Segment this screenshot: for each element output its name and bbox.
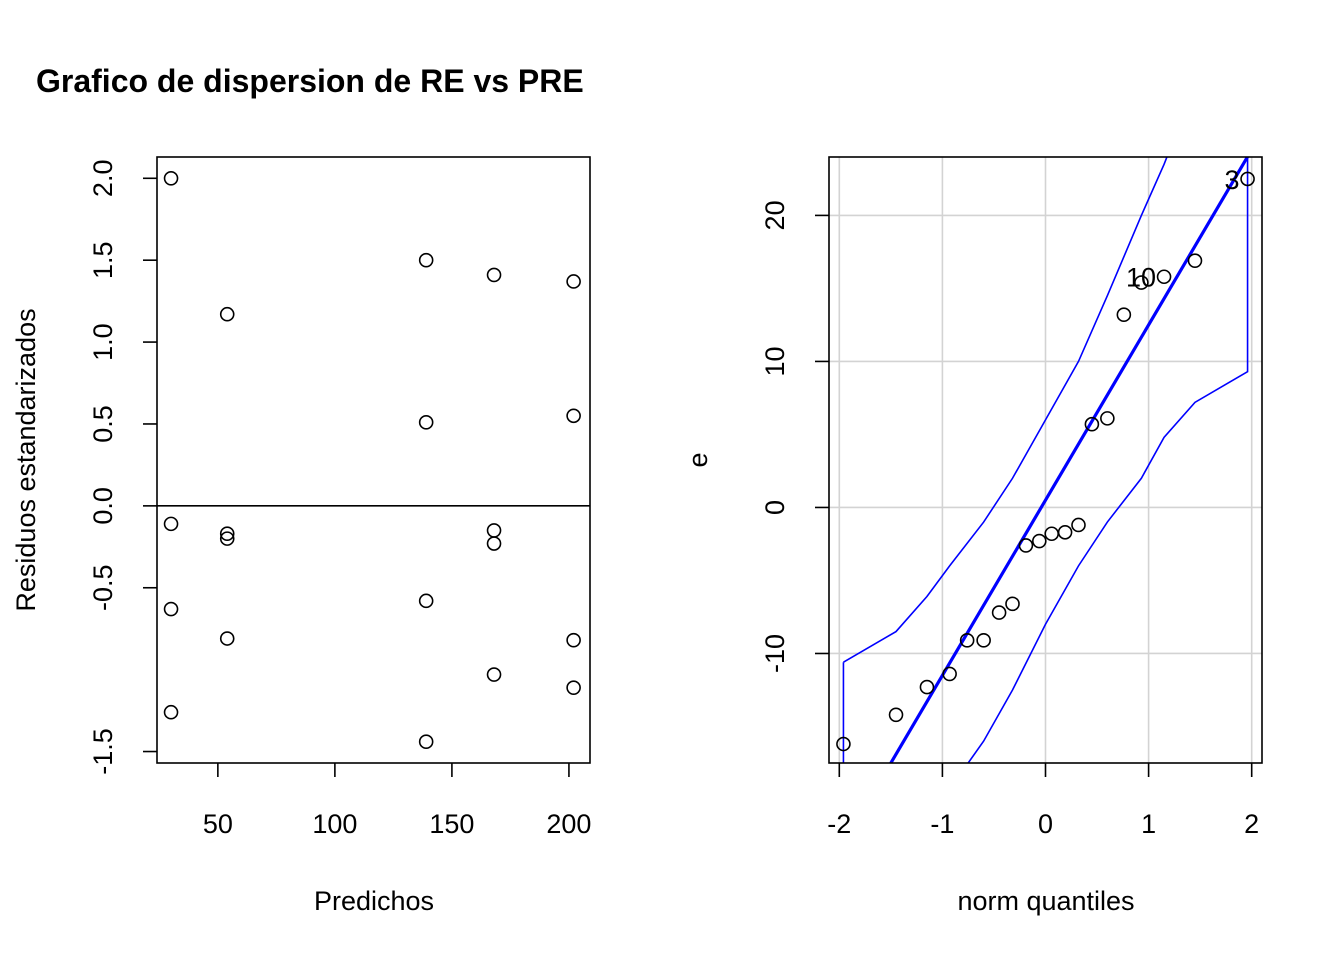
right-x-ticks: -2 -1 0 1 2: [827, 763, 1259, 839]
data-point: [219, 531, 235, 546]
data-point: [1134, 275, 1149, 290]
data-point: [1071, 517, 1086, 533]
data-point: [163, 601, 179, 617]
data-point: [959, 633, 975, 648]
data-point: [486, 523, 502, 538]
confidence-envelope-upper: [843, 157, 1168, 663]
left-x-tick-label: 50: [203, 809, 233, 839]
data-point: [418, 734, 434, 750]
left-points: [163, 170, 581, 750]
chart-title: Grafico de dispersion de RE vs PRE: [36, 63, 584, 99]
right-y-axis-label: e: [683, 452, 713, 467]
left-y-tick-label: -1.5: [88, 728, 118, 775]
data-point: [976, 633, 991, 648]
left-y-tick-label: 2.0: [88, 160, 118, 198]
data-point: [888, 707, 904, 723]
data-point: [566, 408, 581, 424]
qq-reference-line: [889, 157, 1250, 763]
right-y-ticks: -10 0 10 20: [760, 200, 829, 673]
data-point: [942, 666, 957, 682]
right-x-tick-label: 2: [1244, 809, 1259, 839]
data-point: [219, 631, 235, 646]
data-point: [1100, 411, 1115, 426]
data-point: [1044, 526, 1059, 542]
left-y-tick-label: 0.5: [88, 405, 118, 443]
left-x-axis-label: Predichos: [314, 886, 434, 916]
data-point: [418, 415, 434, 430]
data-point: [566, 632, 581, 648]
right-x-tick-label: 1: [1141, 809, 1156, 839]
data-point: [486, 536, 502, 551]
right-x-axis-label: norm quantiles: [957, 886, 1134, 916]
right-y-tick-label: 0: [760, 500, 790, 515]
data-point: [836, 736, 851, 752]
left-y-ticks: -1.5 -0.5 0.0 0.5 1.0 1.5 2.0: [88, 160, 157, 775]
data-point: [163, 704, 179, 720]
right-y-tick-label: -10: [760, 634, 790, 673]
data-point: [1187, 253, 1203, 268]
right-grid: [829, 157, 1262, 763]
left-x-tick-label: 100: [312, 809, 357, 839]
left-y-tick-label: 1.5: [88, 241, 118, 279]
right-x-tick-label: -1: [930, 809, 954, 839]
right-point-labels: 10 3: [1126, 165, 1240, 293]
data-point: [163, 516, 179, 532]
data-point: [1084, 416, 1100, 432]
confidence-envelope-lower: [967, 157, 1249, 763]
right-y-tick-label: 10: [760, 346, 790, 376]
data-point: [1032, 533, 1047, 549]
left-y-tick-label: -0.5: [88, 564, 118, 611]
data-point: [418, 252, 434, 268]
left-x-ticks: 50 100 150 200: [203, 763, 591, 839]
data-point: [418, 593, 434, 609]
right-plot-frame: [828, 156, 1263, 764]
data-point: [1116, 307, 1132, 323]
left-y-axis-label: Residuos estandarizados: [11, 308, 41, 611]
data-point: [1240, 171, 1255, 187]
data-point: [991, 605, 1007, 620]
data-point: [1057, 524, 1073, 540]
left-y-tick-label: 0.0: [88, 487, 118, 525]
right-x-tick-label: -2: [827, 809, 851, 839]
left-y-tick-label: 1.0: [88, 323, 118, 361]
data-point: [919, 679, 935, 695]
residuals-vs-predicted-panel: -1.5 -0.5 0.0 0.5 1.0 1.5 2.0 50 100 150 200 Pred…: [11, 156, 591, 916]
right-x-tick-label: 0: [1038, 809, 1053, 839]
data-point: [566, 680, 581, 695]
left-x-tick-label: 200: [546, 809, 591, 839]
right-y-tick-label: 20: [760, 200, 790, 230]
point-id-label: 10: [1126, 263, 1156, 293]
data-point: [1156, 269, 1172, 285]
data-point: [219, 306, 235, 322]
data-point: [486, 667, 502, 682]
data-point: [1005, 596, 1020, 612]
left-plot-frame: [156, 156, 591, 764]
data-point: [1018, 538, 1034, 553]
data-point: [219, 526, 235, 542]
right-lines: [842, 157, 1250, 763]
data-point: [163, 170, 179, 186]
data-point: [566, 274, 581, 289]
data-point: [486, 267, 502, 283]
left-x-tick-label: 150: [429, 809, 474, 839]
point-id-label: 3: [1225, 165, 1240, 195]
right-points: [836, 171, 1255, 752]
